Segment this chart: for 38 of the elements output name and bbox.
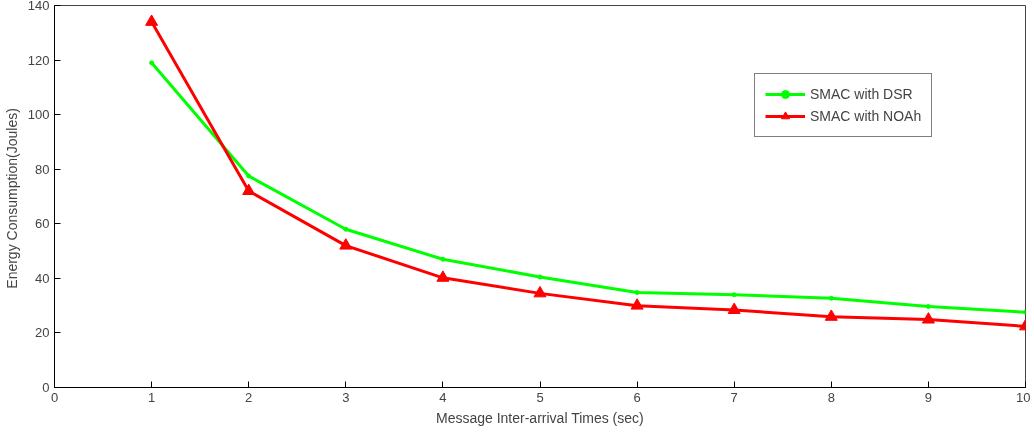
point bbox=[343, 226, 349, 232]
y-tick-label: 120 bbox=[27, 52, 50, 68]
x-tick-label: 9 bbox=[924, 389, 933, 405]
point bbox=[824, 309, 838, 321]
y-tick-label: 140 bbox=[27, 0, 50, 13]
y-tick-label: 80 bbox=[35, 161, 50, 177]
y-tick-label: 20 bbox=[35, 325, 50, 341]
point bbox=[634, 290, 640, 296]
point bbox=[436, 270, 450, 282]
point bbox=[440, 256, 446, 262]
x-tick-label: 4 bbox=[439, 389, 447, 405]
point bbox=[246, 173, 252, 179]
point bbox=[925, 303, 931, 309]
y-tick-label: 40 bbox=[35, 270, 50, 286]
x-tick-label: 10 bbox=[1016, 389, 1031, 405]
legend-label: SMAC with NOAh bbox=[810, 108, 922, 124]
x-tick-label: 3 bbox=[342, 389, 350, 405]
x-tick-label: 6 bbox=[633, 389, 641, 405]
point bbox=[630, 298, 644, 310]
point bbox=[339, 238, 353, 250]
point bbox=[149, 60, 155, 66]
point bbox=[533, 285, 547, 298]
y-axis-title: Energy Consumption(Joules) bbox=[3, 108, 20, 289]
y-tick-label: 60 bbox=[35, 216, 50, 232]
x-axis-title: Message Inter-arrival Times (sec) bbox=[436, 409, 644, 426]
point bbox=[537, 274, 543, 280]
point bbox=[727, 302, 741, 314]
point bbox=[242, 183, 256, 196]
y-tick-label: 100 bbox=[27, 107, 50, 123]
x-tick-label: 8 bbox=[827, 389, 835, 405]
point bbox=[921, 312, 935, 324]
legend-label: SMAC with DSR bbox=[810, 86, 913, 102]
point bbox=[731, 292, 737, 298]
x-tick-label: 2 bbox=[245, 389, 253, 405]
x-tick-label: 7 bbox=[730, 389, 738, 405]
x-tick-label: 5 bbox=[536, 389, 544, 405]
x-tick-label: 1 bbox=[147, 389, 156, 405]
point bbox=[828, 295, 834, 301]
